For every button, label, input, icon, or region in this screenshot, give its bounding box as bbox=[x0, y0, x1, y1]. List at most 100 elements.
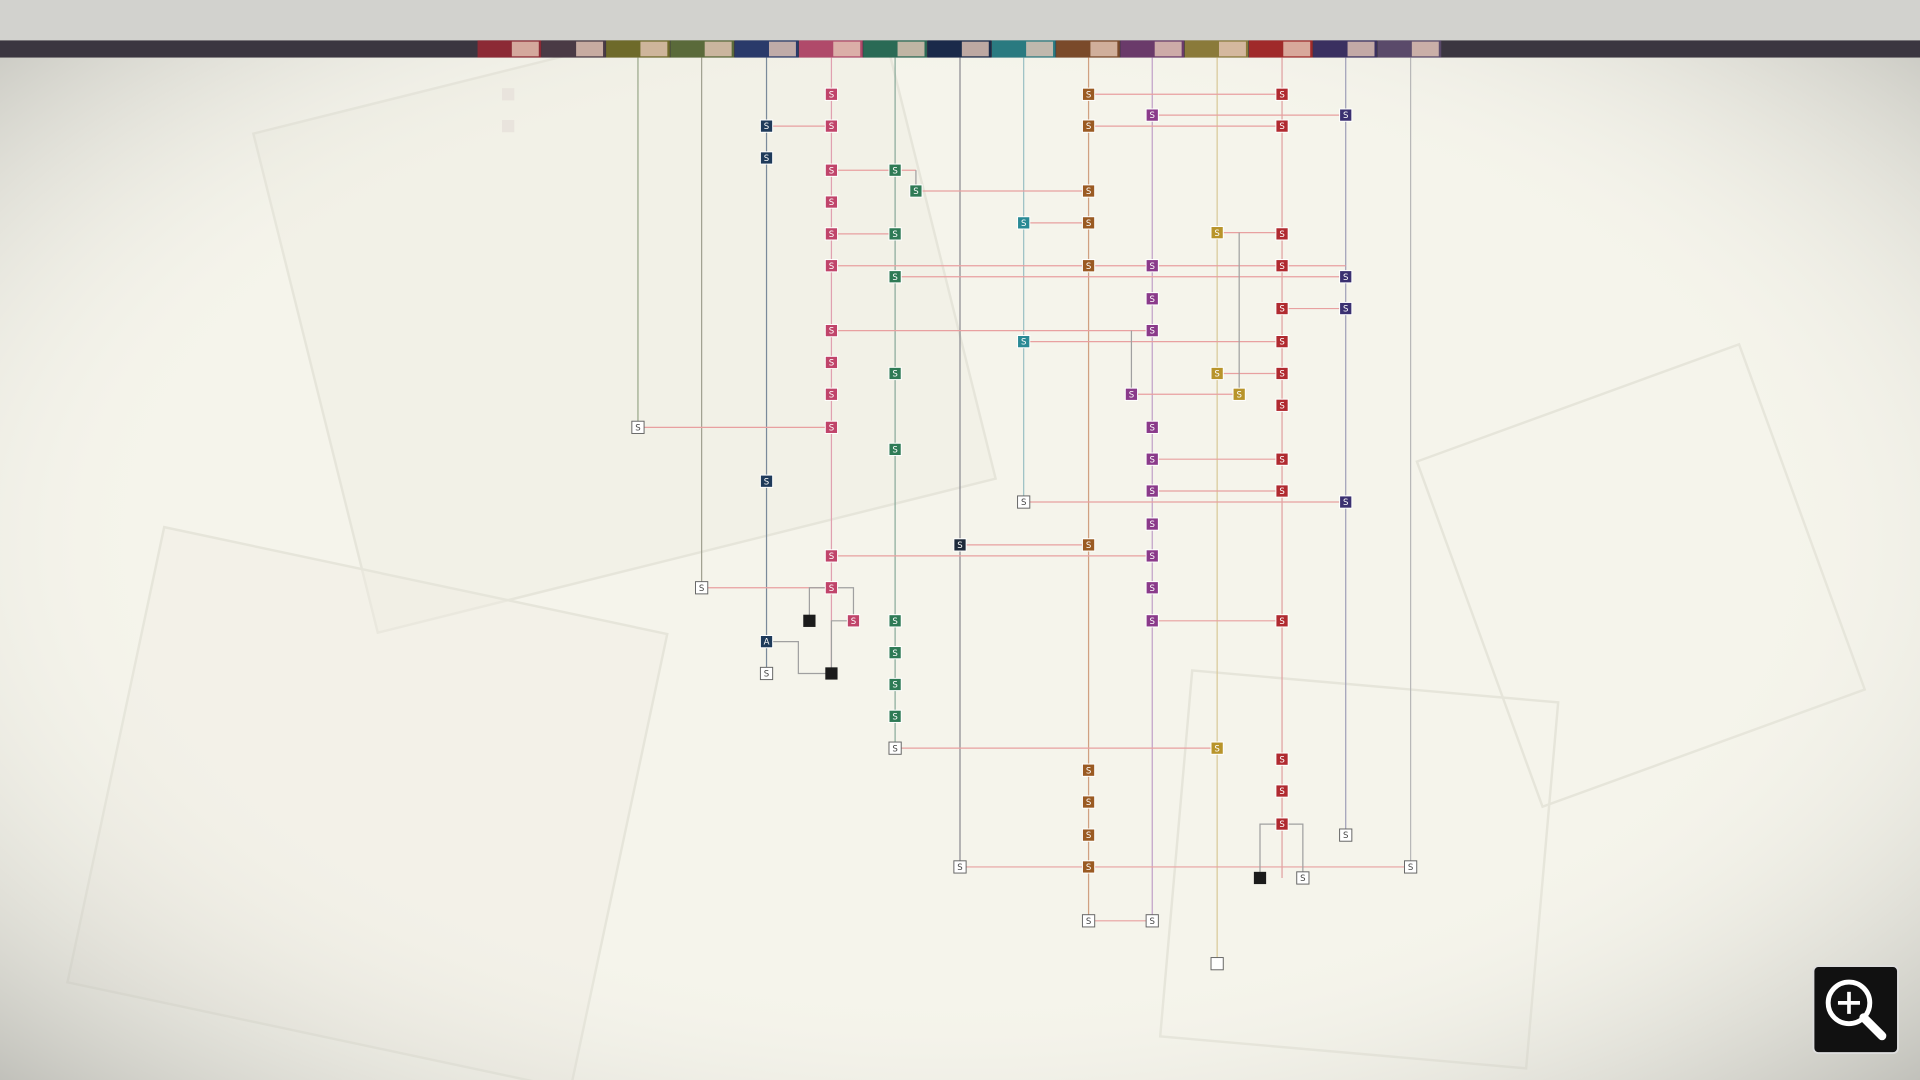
node-label: S bbox=[1279, 401, 1284, 411]
story-node[interactable]: S bbox=[1145, 324, 1159, 338]
story-node[interactable]: S bbox=[1275, 87, 1289, 101]
node-box bbox=[824, 163, 839, 177]
character-portrait bbox=[640, 41, 668, 57]
story-node[interactable]: S bbox=[1081, 259, 1096, 273]
story-node[interactable]: S bbox=[1275, 484, 1289, 498]
story-node[interactable]: S bbox=[888, 741, 902, 755]
story-node[interactable]: S bbox=[1081, 538, 1096, 552]
node-label: S bbox=[892, 681, 897, 691]
zoom-button[interactable] bbox=[1812, 965, 1899, 1054]
story-node[interactable]: S bbox=[1017, 335, 1031, 349]
story-node[interactable]: S bbox=[888, 646, 902, 660]
story-node[interactable]: S bbox=[824, 259, 839, 273]
zoom-button-bg[interactable] bbox=[1812, 965, 1899, 1054]
story-node[interactable]: S bbox=[909, 184, 923, 198]
story-node[interactable]: S bbox=[1145, 517, 1159, 531]
story-node[interactable]: S bbox=[888, 227, 902, 241]
story-node[interactable]: S bbox=[1145, 108, 1159, 122]
story-node[interactable]: S bbox=[1145, 259, 1159, 273]
story-node[interactable]: S bbox=[1124, 387, 1139, 401]
story-node[interactable]: S bbox=[888, 163, 902, 177]
story-node[interactable]: S bbox=[1017, 216, 1031, 230]
story-node[interactable]: S bbox=[1339, 828, 1353, 842]
story-node[interactable]: S bbox=[1145, 420, 1159, 434]
story-node[interactable]: S bbox=[1275, 752, 1289, 766]
story-node[interactable]: S bbox=[631, 420, 645, 434]
story-node[interactable]: S bbox=[824, 163, 839, 177]
node-label: S bbox=[1343, 305, 1348, 315]
story-node[interactable]: S bbox=[888, 614, 902, 628]
story-node[interactable]: S bbox=[824, 119, 839, 133]
story-node[interactable]: S bbox=[1275, 335, 1289, 349]
story-node[interactable]: S bbox=[759, 474, 774, 488]
story-node[interactable]: S bbox=[1275, 259, 1289, 273]
story-node[interactable]: S bbox=[1081, 795, 1096, 809]
node-label: S bbox=[1086, 262, 1091, 272]
story-node[interactable]: S bbox=[953, 860, 967, 874]
story-node[interactable]: S bbox=[824, 549, 839, 563]
story-node[interactable]: S bbox=[1275, 614, 1289, 628]
story-node[interactable]: S bbox=[1339, 495, 1353, 509]
story-node[interactable]: S bbox=[888, 366, 902, 381]
link-line bbox=[766, 641, 832, 675]
story-node[interactable]: S bbox=[1081, 763, 1096, 777]
story-node[interactable]: S bbox=[1145, 292, 1159, 306]
story-node[interactable]: S bbox=[1275, 398, 1289, 412]
node-box bbox=[1275, 301, 1289, 316]
story-node[interactable]: S bbox=[824, 355, 839, 370]
story-node[interactable]: S bbox=[1145, 549, 1159, 563]
story-node[interactable]: S bbox=[759, 119, 774, 133]
node-box bbox=[824, 195, 839, 209]
story-node[interactable]: S bbox=[1145, 914, 1159, 928]
story-node[interactable]: S bbox=[824, 420, 839, 434]
story-node[interactable]: S bbox=[1081, 216, 1096, 230]
story-node[interactable]: S bbox=[1081, 87, 1096, 101]
story-node[interactable]: S bbox=[824, 87, 839, 101]
story-node[interactable]: S bbox=[1275, 817, 1289, 831]
story-node[interactable]: S bbox=[1339, 270, 1353, 284]
story-node[interactable]: S bbox=[1339, 108, 1353, 122]
story-node[interactable]: S bbox=[888, 270, 902, 284]
story-node[interactable]: S bbox=[1275, 452, 1289, 466]
story-node[interactable]: S bbox=[1296, 871, 1310, 885]
node-box bbox=[824, 87, 839, 101]
story-node[interactable]: S bbox=[1275, 366, 1289, 381]
story-node[interactable]: S bbox=[1275, 301, 1289, 316]
story-node[interactable]: A bbox=[759, 635, 774, 649]
story-node[interactable]: S bbox=[695, 581, 709, 595]
story-node[interactable]: S bbox=[1275, 119, 1289, 133]
story-node[interactable]: S bbox=[1210, 226, 1224, 240]
story-node[interactable]: S bbox=[1210, 366, 1224, 381]
story-node[interactable]: S bbox=[824, 227, 839, 241]
story-node[interactable]: S bbox=[1081, 828, 1096, 842]
story-node[interactable]: S bbox=[1232, 387, 1246, 401]
story-node[interactable]: S bbox=[1081, 184, 1096, 198]
story-node[interactable]: S bbox=[759, 666, 774, 681]
story-node[interactable]: S bbox=[888, 442, 902, 456]
node-box bbox=[759, 635, 774, 649]
node-label: S bbox=[1129, 390, 1134, 400]
story-node[interactable]: S bbox=[1145, 614, 1159, 628]
node-label: S bbox=[829, 359, 834, 369]
story-node[interactable]: S bbox=[759, 151, 774, 165]
story-node[interactable]: S bbox=[824, 324, 839, 338]
story-node[interactable]: S bbox=[1145, 484, 1159, 498]
story-node[interactable]: S bbox=[888, 709, 902, 723]
story-node[interactable]: S bbox=[1145, 452, 1159, 466]
story-node[interactable]: S bbox=[888, 677, 902, 692]
story-node[interactable]: S bbox=[1081, 914, 1096, 928]
story-node[interactable]: S bbox=[1275, 227, 1289, 241]
story-node[interactable]: S bbox=[1081, 119, 1096, 133]
story-node[interactable]: S bbox=[1017, 495, 1031, 509]
story-node[interactable]: S bbox=[824, 581, 839, 595]
story-node[interactable]: S bbox=[824, 195, 839, 209]
story-node[interactable]: S bbox=[1404, 860, 1418, 874]
story-node[interactable]: S bbox=[1145, 581, 1159, 595]
story-node[interactable]: S bbox=[824, 387, 839, 401]
story-node[interactable]: S bbox=[1210, 741, 1224, 755]
story-node[interactable]: S bbox=[953, 538, 967, 552]
story-node[interactable]: S bbox=[1081, 860, 1096, 874]
story-node[interactable]: S bbox=[846, 614, 861, 628]
story-node[interactable]: S bbox=[1275, 784, 1289, 798]
story-node[interactable]: S bbox=[1339, 301, 1353, 316]
